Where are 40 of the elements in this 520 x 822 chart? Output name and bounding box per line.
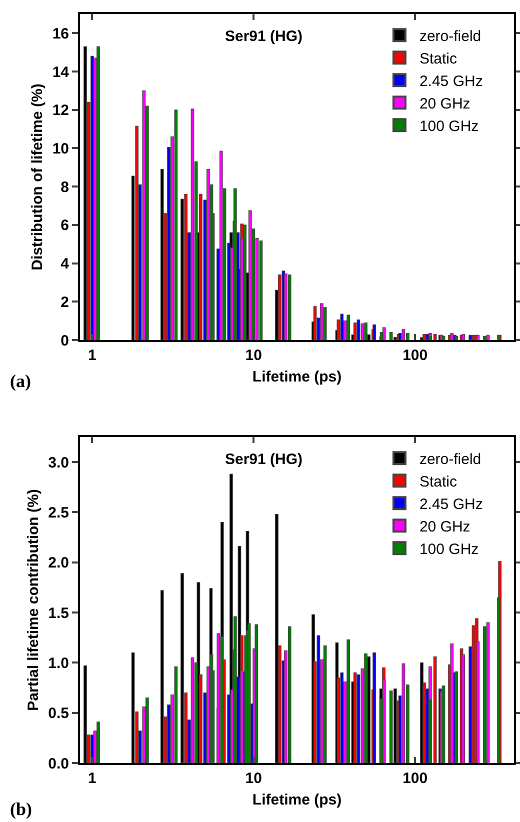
y-tick-label: 16 <box>52 25 69 42</box>
y-tick-label: 14 <box>52 64 70 81</box>
y-tick-label: 4 <box>60 256 70 273</box>
y-axis-title: Distribution of lifetime (%) <box>29 84 46 270</box>
x-axis-title: Lifetime (ps) <box>252 368 342 386</box>
legend-label: 100 GHz <box>419 118 479 135</box>
x-axis-title: Lifetime (ps) <box>252 792 342 808</box>
legend-label: 2.45 GHz <box>419 496 483 513</box>
y-tick-label: 10 <box>52 140 69 158</box>
annotation: Ser91 (HG) <box>225 28 303 45</box>
y-tick-label: 0.5 <box>48 705 69 722</box>
text: (a) <box>10 371 31 391</box>
y-tick-label: 0 <box>60 332 69 350</box>
y-tick-label: 0.0 <box>48 755 69 772</box>
y-axis-title: Partial lifetime contribution (%) <box>24 489 42 711</box>
x-tick-label: 100 <box>402 770 428 787</box>
legend-label: 100 GHz <box>419 540 479 558</box>
legend-label: Static <box>419 50 458 68</box>
y-tick-label: 3.0 <box>48 454 69 472</box>
x-tick-label: 100 <box>402 347 428 364</box>
y-tick-label: 2.0 <box>48 554 69 572</box>
y-tick-label: 1.0 <box>48 654 69 672</box>
y-tick-label: 6 <box>60 217 69 234</box>
legend-label: zero-field <box>419 28 482 45</box>
annotation: Ser91 (HG) <box>225 451 303 468</box>
text: (b) <box>10 799 32 819</box>
y-tick-label: 2.5 <box>48 504 69 522</box>
x-tick-label: 10 <box>245 770 262 787</box>
legend-label: Static <box>419 473 458 490</box>
legend-label: 20 GHz <box>419 95 470 112</box>
y-tick-label: 8 <box>60 178 69 196</box>
legend-label: 2.45 GHz <box>419 72 483 90</box>
x-tick-label: 10 <box>245 347 262 364</box>
y-tick-label: 2 <box>60 294 69 311</box>
legend-label: 20 GHz <box>419 518 470 536</box>
y-tick-label: 12 <box>52 102 69 120</box>
y-tick-label: 1.5 <box>48 604 69 622</box>
x-tick-label: 1 <box>88 347 96 364</box>
x-tick-label: 1 <box>88 770 96 787</box>
legend-label: zero-field <box>419 450 482 468</box>
